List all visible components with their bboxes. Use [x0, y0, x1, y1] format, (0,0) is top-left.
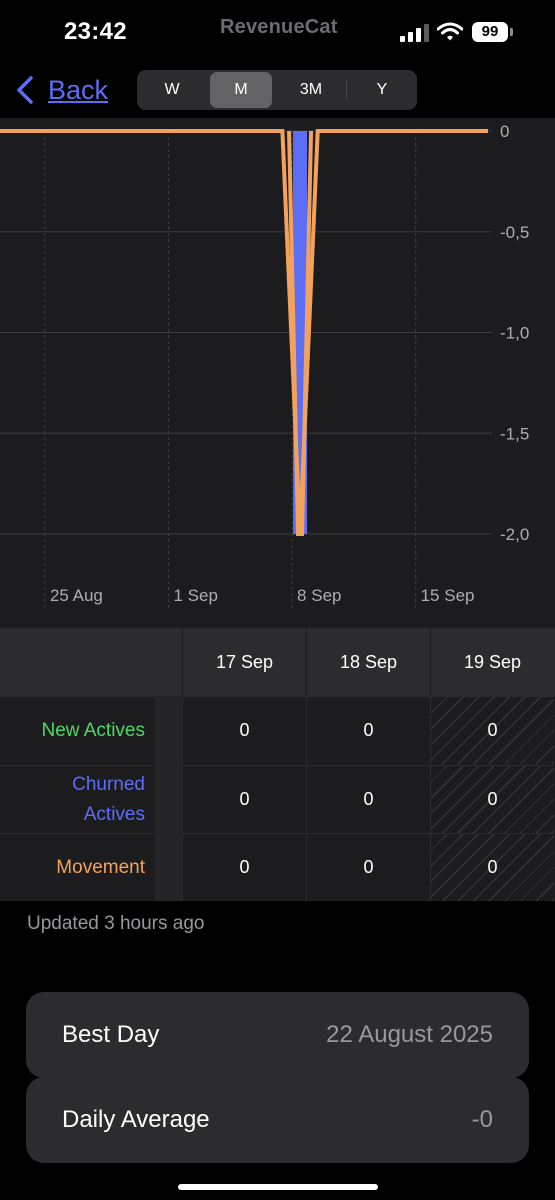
column-header: 18 Sep	[306, 628, 430, 696]
table-cell[interactable]: 0	[430, 833, 554, 901]
table-cell[interactable]: 0	[430, 765, 554, 833]
best-day-card: Best Day 22 August 2025	[26, 992, 529, 1078]
cellular-signal-icon	[400, 24, 429, 42]
segment-week[interactable]: W	[164, 81, 180, 98]
updated-text: Updated 3 hours ago	[27, 913, 205, 934]
period-segmented-control: W M 3M Y	[137, 70, 417, 110]
x-tick-label: 25 Aug	[50, 586, 103, 605]
table-cell[interactable]: 0	[306, 765, 430, 833]
x-tick-label: 1 Sep	[174, 586, 218, 605]
row-label: Movement	[0, 833, 155, 901]
segment-divider	[346, 80, 347, 100]
table-cell[interactable]: 0	[182, 765, 306, 833]
y-tick-label: 0	[500, 122, 509, 141]
back-label: Back	[48, 74, 109, 105]
segment-year[interactable]: Y	[376, 81, 388, 98]
column-header: 19 Sep	[430, 628, 554, 696]
status-time: 23:42	[64, 18, 127, 45]
table-cell[interactable]: 0	[182, 833, 306, 901]
daily-average-label: Daily Average	[62, 1106, 210, 1133]
daily-average-card: Daily Average -0	[26, 1077, 529, 1163]
home-indicator[interactable]	[178, 1184, 378, 1190]
x-tick-label: 15 Sep	[421, 586, 475, 605]
daily-breakdown-table: 17 Sep 18 Sep 19 Sep New Actives 0 0 0 Churned …	[0, 628, 555, 901]
table-header-row	[0, 628, 555, 696]
active-subscriptions-chart[interactable]: 0 -0,5 -1,0 -1,5 -2,0 25 Aug 1 Sep 8 Sep 15 Sep	[0, 118, 555, 628]
y-tick-label: -2,0	[500, 525, 529, 544]
table-cell[interactable]: 0	[430, 696, 554, 764]
table-cell[interactable]: 0	[306, 696, 430, 764]
column-header: 17 Sep	[182, 628, 306, 696]
brand-watermark: RevenueCat	[220, 16, 338, 38]
segment-3-months[interactable]: 3M	[299, 81, 323, 98]
chevron-left-icon	[17, 76, 33, 104]
row-label: New Actives	[0, 696, 155, 764]
chart-svg: 0 -0,5 -1,0 -1,5 -2,0 25 Aug 1 Sep 8 Sep 15 Sep	[0, 122, 529, 608]
x-tick-label: 8 Sep	[297, 586, 341, 605]
table-cell[interactable]: 0	[182, 696, 306, 764]
daily-average-value: -0	[471, 1106, 493, 1133]
table-cell[interactable]: 0	[306, 833, 430, 901]
status-bar: 23:42 RevenueCat 99	[0, 0, 555, 64]
movement-line-spike	[287, 130, 314, 536]
row-label: Churned Actives	[0, 765, 155, 833]
back-button[interactable]: Back	[14, 70, 108, 110]
wifi-icon	[437, 22, 463, 41]
y-tick-label: -1,0	[500, 324, 529, 343]
battery-icon: 99	[472, 22, 508, 42]
nav-bar: Back W M 3M Y	[0, 64, 555, 119]
best-day-label: Best Day	[62, 1021, 160, 1048]
segment-month[interactable]: M	[210, 72, 272, 108]
battery-nub	[510, 28, 513, 36]
y-tick-label: -1,5	[500, 424, 529, 443]
y-tick-label: -0,5	[500, 223, 529, 242]
best-day-value: 22 August 2025	[326, 1021, 493, 1048]
